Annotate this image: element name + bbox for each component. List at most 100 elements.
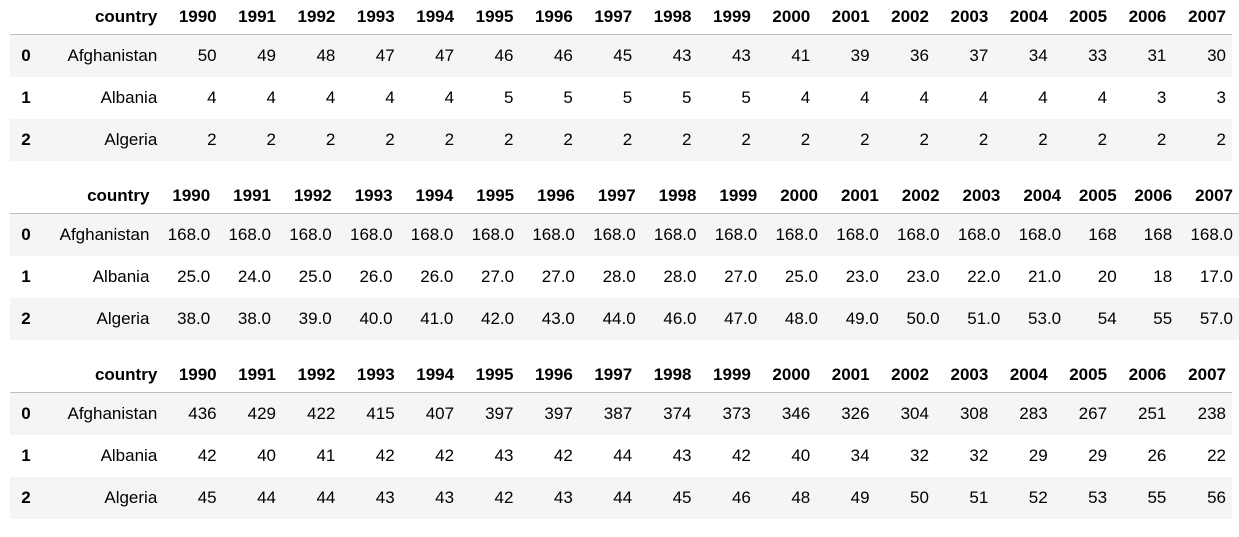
value-cell: 326 xyxy=(841,404,870,423)
value-cell: 36 xyxy=(910,46,929,65)
value-cell: 43 xyxy=(435,488,455,507)
value-cell: 429 xyxy=(247,404,276,423)
value-cell: 50 xyxy=(910,488,929,507)
column-header-year: 1994 xyxy=(400,0,461,35)
row-index: 1 xyxy=(21,267,31,286)
column-header-year: 2002 xyxy=(884,179,946,214)
value-cell: 45 xyxy=(197,488,217,507)
country-cell: Algeria xyxy=(96,309,150,328)
column-header-year: 2001 xyxy=(816,0,876,35)
value-cell: 29 xyxy=(1028,446,1048,465)
column-header-year: 2004 xyxy=(994,0,1054,35)
column-header-year: 2006 xyxy=(1113,358,1173,393)
value-cell: 168.0 xyxy=(1018,225,1062,244)
value-cell: 3 xyxy=(1216,88,1226,107)
value-cell: 26.0 xyxy=(359,267,393,286)
value-cell: 49 xyxy=(257,46,276,65)
value-cell: 4 xyxy=(1097,88,1108,107)
table-row: 0 Afghanistan 50 49 48 47 47 46 46 45 43 43 41 39 36 37… xyxy=(10,34,1232,77)
value-cell: 32 xyxy=(910,446,929,465)
value-cell: 31 xyxy=(1147,46,1167,65)
column-header-year: 1992 xyxy=(282,0,342,35)
value-cell: 23.0 xyxy=(906,267,940,286)
value-cell: 47.0 xyxy=(724,309,758,328)
value-cell: 42 xyxy=(553,446,573,465)
value-cell: 168.0 xyxy=(714,225,758,244)
value-cell: 168.0 xyxy=(897,225,940,244)
column-header-year: 2004 xyxy=(1006,179,1068,214)
value-cell: 5 xyxy=(622,88,633,107)
country-cell: Algeria xyxy=(104,130,158,149)
value-cell: 4 xyxy=(325,88,336,107)
column-header-year: 1996 xyxy=(519,358,579,393)
column-header-year: 1993 xyxy=(337,179,399,214)
index-header xyxy=(10,358,42,393)
value-cell: 42 xyxy=(435,446,455,465)
value-cell: 267 xyxy=(1078,404,1108,423)
value-cell: 2 xyxy=(978,130,989,149)
table-row: 2 Algeria 38.0 38.0 39.0 40.0 41.0 42.0 43.0 44.0… xyxy=(10,298,1239,340)
value-cell: 2 xyxy=(741,130,751,149)
value-cell: 42 xyxy=(197,446,217,465)
table-row: 1 Albania 42 40 41 42 42 43 42 44 43 42 40 34 32 32 29 29… xyxy=(10,435,1232,477)
value-cell: 168 xyxy=(1088,225,1117,244)
country-cell: Afghanistan xyxy=(67,404,158,423)
column-header-year: 2005 xyxy=(1053,358,1114,393)
value-cell: 42.0 xyxy=(481,309,515,328)
column-header-year: 1999 xyxy=(702,179,764,214)
value-cell: 2 xyxy=(325,130,336,149)
value-cell: 2 xyxy=(682,130,692,149)
value-cell: 47 xyxy=(435,46,455,65)
column-header-year: 1992 xyxy=(282,358,342,393)
value-cell: 23.0 xyxy=(845,267,879,286)
value-cell: 168.0 xyxy=(1190,225,1233,244)
value-cell: 41 xyxy=(791,46,811,65)
value-cell: 20 xyxy=(1097,267,1117,286)
value-cell: 168.0 xyxy=(410,225,454,244)
value-cell: 168.0 xyxy=(471,225,515,244)
value-cell: 2 xyxy=(266,130,276,149)
column-header-year: 1990 xyxy=(155,179,217,214)
value-cell: 47 xyxy=(375,46,395,65)
column-header-year: 1997 xyxy=(578,358,639,393)
value-cell: 48.0 xyxy=(784,309,819,328)
column-header-year: 1993 xyxy=(341,358,401,393)
table-row: 2 Algeria 45 44 44 43 43 42 43 44 45 46 48 49 50 51 52 53… xyxy=(10,477,1232,519)
value-cell: 46.0 xyxy=(663,309,697,328)
column-header-country: country xyxy=(42,358,164,393)
column-header-year: 2000 xyxy=(756,0,817,35)
value-cell: 53 xyxy=(1088,488,1108,507)
value-cell: 43 xyxy=(731,46,751,65)
value-cell: 2 xyxy=(1038,130,1048,149)
value-cell: 28.0 xyxy=(602,267,636,286)
column-header-year: 1995 xyxy=(460,358,520,393)
column-header-year: 1991 xyxy=(216,179,277,214)
value-cell: 40.0 xyxy=(359,309,393,328)
column-header-year: 1996 xyxy=(520,179,581,214)
value-cell: 2 xyxy=(444,130,455,149)
value-cell: 41.0 xyxy=(420,309,454,328)
value-cell: 407 xyxy=(425,404,455,423)
column-header-year: 2003 xyxy=(945,179,1007,214)
value-cell: 38.0 xyxy=(177,309,211,328)
value-cell: 24.0 xyxy=(237,267,271,286)
column-header-year: 2001 xyxy=(824,179,885,214)
column-header-year: 1998 xyxy=(638,0,698,35)
value-cell: 4 xyxy=(860,88,870,107)
value-cell: 283 xyxy=(1019,404,1048,423)
row-index: 0 xyxy=(21,404,31,423)
country-cell: Afghanistan xyxy=(59,225,150,244)
value-cell: 3 xyxy=(1156,88,1167,107)
value-cell: 168.0 xyxy=(593,225,636,244)
value-cell: 52 xyxy=(1028,488,1048,507)
column-header-year: 1993 xyxy=(341,0,401,35)
country-cell: Albania xyxy=(100,446,158,465)
value-cell: 304 xyxy=(900,404,929,423)
dataframe-table-1: country 1990 1991 1992 1993 1994 1995 1996 1997 1… xyxy=(10,0,1232,161)
column-header-year: 2003 xyxy=(934,0,995,35)
value-cell: 32 xyxy=(969,446,989,465)
row-index: 1 xyxy=(21,88,31,107)
value-cell: 42 xyxy=(375,446,395,465)
row-index: 2 xyxy=(21,309,31,328)
value-cell: 26.0 xyxy=(420,267,454,286)
